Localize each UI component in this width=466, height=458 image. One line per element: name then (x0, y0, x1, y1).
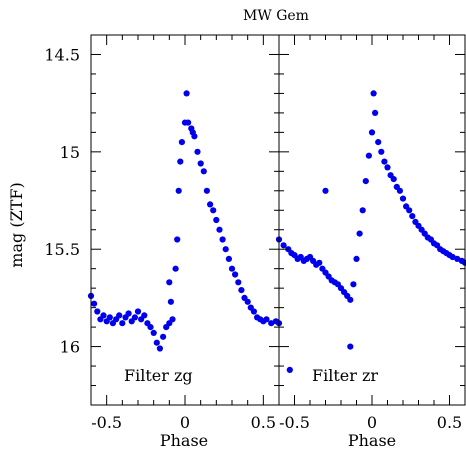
zg-data-point (213, 216, 220, 224)
zg-data-point (153, 339, 160, 346)
zr-data-point (280, 242, 287, 249)
zg-data-point (216, 226, 223, 233)
zg-data-point (178, 139, 185, 146)
zg-x-tick-label: 0.5 (251, 413, 276, 432)
zr-data-point (350, 281, 357, 288)
zg-data-point (197, 160, 204, 167)
zg-data-point (185, 119, 192, 126)
zg-data-point (235, 279, 242, 286)
y-tick-label: 15 (60, 143, 80, 162)
zr-data-point (286, 366, 293, 373)
zr-x-tick-label: -0.5 (279, 413, 310, 432)
zg-x-tick-label: -0.5 (91, 413, 122, 432)
zr-data-point (370, 90, 377, 97)
zg-data-point (250, 308, 257, 315)
zg-data-point (232, 271, 239, 278)
zg-data-point (134, 308, 142, 315)
zg-x-tick-label: 0 (180, 413, 190, 432)
zr-data-point (384, 164, 391, 171)
zr-data-point (396, 187, 403, 194)
zg-data-point (228, 265, 236, 272)
zr-data-point (359, 207, 366, 214)
zg-data-point (125, 310, 132, 317)
zg-data-point (94, 308, 101, 315)
zg-ticks: -0.5 0 0.5 14.5 15 15.5 16 (44, 34, 280, 432)
y-axis-label: mag (ZTF) (7, 182, 26, 267)
zr-data-point (372, 109, 379, 116)
zr-points (275, 90, 466, 373)
panel-zr: -0.5 0 0.5 Filter zr Phase (275, 34, 466, 450)
zr-data-point (353, 255, 360, 262)
chart-title: MW Gem (243, 8, 309, 24)
zr-data-point (399, 195, 407, 202)
zr-data-point (375, 139, 382, 146)
zg-points (87, 90, 283, 352)
zr-data-point (378, 148, 385, 155)
zg-data-point (263, 316, 270, 323)
zg-data-point (183, 90, 190, 97)
zr-x-tick-label: 0 (367, 413, 377, 432)
zg-data-point (268, 320, 275, 327)
zr-x-axis-label: Phase (348, 431, 396, 450)
zg-data-point (222, 246, 229, 253)
zg-data-point (200, 168, 207, 175)
zg-data-point (189, 129, 196, 136)
zg-data-point (156, 345, 163, 352)
zr-filter-label: Filter zr (312, 366, 378, 385)
zg-data-point (175, 187, 182, 194)
zr-data-point (356, 230, 363, 237)
zg-data-point (194, 148, 201, 155)
zg-data-point (166, 279, 173, 286)
zg-data-point (160, 333, 167, 340)
zg-data-point (119, 320, 126, 327)
y-tick-label: 15.5 (44, 240, 80, 259)
zr-x-tick-label: 0.5 (437, 413, 462, 432)
zg-data-point (167, 298, 174, 305)
zg-data-point (106, 314, 113, 321)
zr-data-point (368, 129, 376, 136)
zg-data-point (116, 312, 123, 319)
zg-data-point (91, 300, 98, 307)
y-tick-label: 16 (60, 338, 80, 357)
zr-data-point (406, 207, 413, 214)
zg-data-point (210, 207, 217, 214)
zr-data-point (449, 253, 456, 261)
zr-data-point (322, 187, 329, 194)
zr-data-point (316, 259, 323, 266)
zg-data-point (131, 314, 138, 321)
zr-data-point (362, 178, 369, 185)
zg-frame (90, 34, 280, 406)
zg-data-point (203, 187, 210, 194)
y-tick-label: 14.5 (44, 45, 80, 64)
zg-data-point (207, 201, 214, 208)
zg-filter-label: Filter zg (124, 366, 193, 385)
zg-data-point (174, 236, 181, 243)
panel-zg: -0.5 0 0.5 14.5 15 15.5 16 Filter zg Phase (44, 34, 283, 450)
zg-data-point (172, 265, 179, 272)
zg-data-point (177, 158, 184, 165)
zg-data-point (100, 312, 107, 319)
zg-x-axis-label: Phase (160, 431, 208, 450)
zr-data-point (365, 152, 372, 159)
zr-data-point (409, 213, 416, 220)
zr-data-point (390, 176, 397, 183)
zg-data-point (147, 324, 154, 331)
zg-data-point (169, 316, 176, 323)
zr-data-point (347, 343, 354, 350)
zg-data-point (244, 298, 251, 305)
zr-frame (278, 34, 466, 406)
zg-data-point (219, 236, 226, 243)
zg-data-point (150, 329, 157, 336)
zg-data-point (141, 312, 148, 319)
zg-data-point (225, 255, 232, 262)
zr-data-point (347, 296, 354, 303)
zr-data-point (381, 158, 388, 165)
zr-ticks: -0.5 0 0.5 (278, 34, 466, 432)
zg-data-point (238, 287, 245, 294)
